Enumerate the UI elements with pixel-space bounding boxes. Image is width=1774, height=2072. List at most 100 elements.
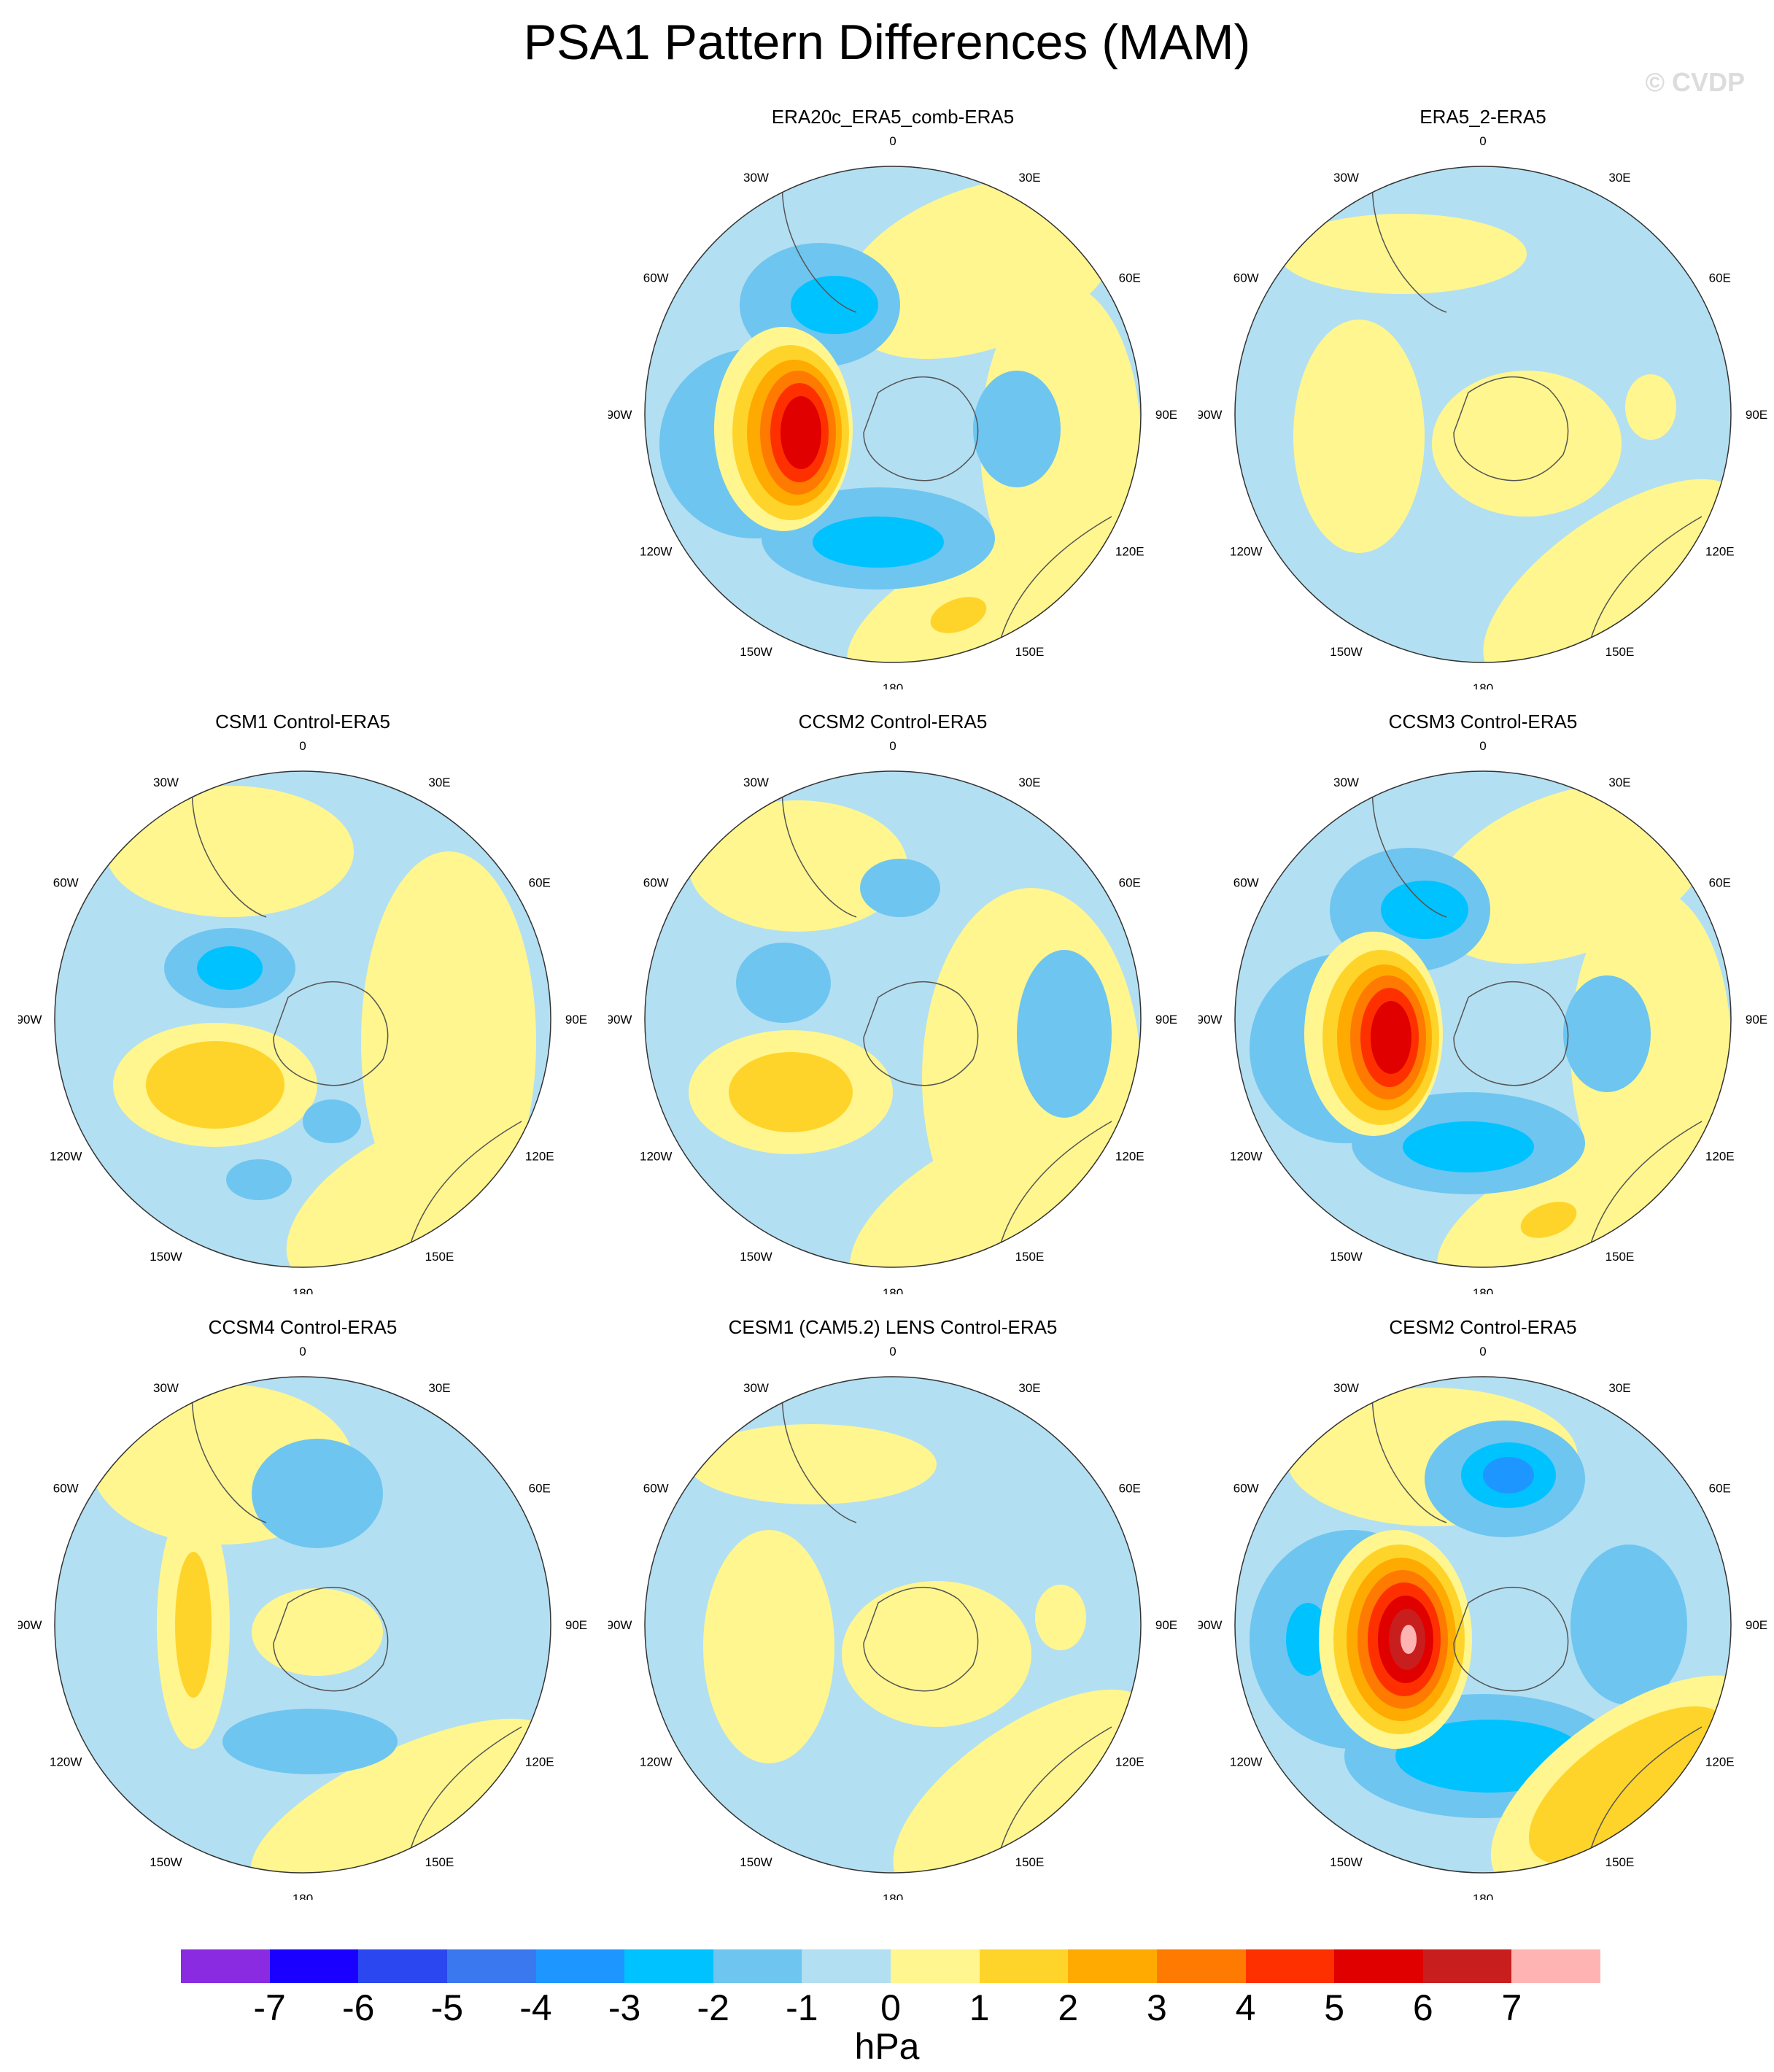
longitude-label: 60E [529,876,551,890]
antarctica-outline [1453,376,1569,482]
map-boundary [1234,166,1732,663]
longitude-label: 0 [889,739,896,753]
longitude-label: 120W [1230,1755,1262,1769]
south-america-outline [1371,771,1447,918]
colorbar-labels: -7 -6 -5 -4 -3 -2 -1 0 1 2 3 4 5 6 7 [181,1986,1600,2030]
antarctica-outline [1453,981,1569,1086]
longitude-label: 0 [889,1345,896,1358]
south-america-outline [191,771,267,918]
antarctica-outline [863,981,979,1086]
longitude-label: 60W [53,876,79,890]
longitude-label: 180 [883,1286,903,1294]
map-field [1235,771,1731,1267]
contour-region [1035,1585,1086,1650]
south-america-outline [191,1377,267,1523]
longitude-label: 150W [1330,1855,1362,1869]
longitude-label: 30W [1333,171,1359,185]
longitude-label: 30E [1018,1381,1040,1395]
map-boundary [644,166,1142,663]
panel-title: ERA20c_ERA5_comb-ERA5 [771,106,1015,128]
longitude-label: 60E [1119,876,1141,890]
map-panel: CCSM3 Control-ERA5 0 30E 60E 90E 120E 150E 180… [1198,711,1767,1294]
longitude-label: 90W [1198,1013,1222,1027]
longitude-label: 60E [1709,271,1731,285]
map-boundary [1234,1376,1732,1874]
colorbar-label: 7 [1501,1987,1522,2028]
colorbar-label: -3 [608,1987,641,2028]
longitude-label: 150E [425,1855,454,1869]
panel-title: CCSM4 Control-ERA5 [208,1316,398,1338]
antarctica-outline [863,1587,979,1692]
longitude-label: 150E [1015,1250,1045,1264]
longitude-label: 90W [608,1013,632,1027]
contour-region [689,800,907,932]
contour-region [1625,374,1676,440]
colorbar-box [1245,1949,1335,1983]
colorbar-label: 5 [1324,1987,1345,2028]
colorbar-label: 0 [880,1987,901,2028]
colorbar-box [1511,1949,1600,1983]
map-panel: ERA5_2-ERA5 0 30E 60E 90E 120E 150E 180 150W 120… [1198,106,1767,689]
colorbar-label: -4 [519,1987,552,2028]
longitude-label: 150W [150,1855,182,1869]
longitude-label: 90W [18,1618,42,1632]
longitude-label: 120E [525,1755,554,1769]
colorbar-box [979,1949,1069,1983]
contour-region [175,1552,212,1698]
panel-title: CESM2 Control-ERA5 [1389,1316,1577,1338]
longitude-label: 150W [1330,1250,1362,1264]
contour-region [197,946,263,990]
colorbar-box [802,1949,891,1983]
south-america-outline [781,771,857,918]
map-panel: CCSM2 Control-ERA5 0 30E 60E 90E 120E 150E 180… [608,711,1177,1294]
longitude-label: 60E [1709,1482,1731,1496]
longitude-label: 30W [743,1381,769,1395]
contour-region [736,943,831,1023]
polar-map: 0 30E 60E 90E 120E 150E 180 150W 120W 90W 60W 30W [1198,739,1767,1294]
contour-region [847,514,1141,662]
contour-region [1017,950,1112,1118]
polar-map: 0 30E 60E 90E 120E 150E 180 150W 120W 90W 60W 30W [608,739,1177,1294]
map-boundary [54,770,551,1268]
contour-region [973,371,1061,487]
longitude-label: 30E [428,1381,450,1395]
longitude-label: 120W [640,545,672,559]
contour-region [250,1718,551,1873]
longitude-label: 90E [1746,408,1767,422]
longitude-label: 150W [150,1250,182,1264]
map-field [645,771,1141,1267]
panel-title: CESM1 (CAM5.2) LENS Control-ERA5 [728,1316,1058,1338]
colorbar-box [713,1949,802,1983]
map-field [55,1377,551,1873]
panel-title: CCSM3 Control-ERA5 [1388,711,1578,732]
longitude-label: 180 [883,1892,903,1900]
longitude-label: 120W [1230,1150,1262,1164]
longitude-label: 90E [1155,408,1177,422]
map-panel: ERA20c_ERA5_comb-ERA5 0 30E 60E 90E 120E 150E… [608,106,1177,689]
longitude-label: 120E [1705,545,1735,559]
contour-region [1279,214,1527,294]
map-boundary [644,770,1142,1268]
map-panel: CSM1 Control-ERA5 0 30E 60E 90E 120E 150E 180 1… [18,711,587,1294]
polar-map: 0 30E 60E 90E 120E 150E 180 150W 120W 90W 60W 30W [18,739,587,1294]
longitude-label: 90W [18,1013,42,1027]
contour-region [286,1114,524,1267]
longitude-label: 150E [1605,1250,1635,1264]
longitude-label: 120E [1705,1755,1735,1769]
longitude-label: 180 [293,1286,313,1294]
colorbar-unit: hPa [854,2026,920,2067]
longitude-label: 180 [1473,1286,1493,1294]
contour-region [842,1581,1031,1727]
longitude-label: 90W [1198,408,1222,422]
longitude-label: 30E [428,776,450,789]
map-panel: CCSM4 Control-ERA5 0 30E 60E 90E 120E 150E 180… [18,1316,587,1900]
contour-region [1528,1706,1730,1865]
longitude-label: 180 [293,1892,313,1900]
contour-region [222,1709,398,1774]
colorbar-box [1156,1949,1246,1983]
longitude-label: 30W [743,776,769,789]
longitude-label: 90W [1198,1618,1222,1632]
south-america-outline [1371,166,1447,313]
credit-watermark: © CVDP [1645,67,1745,97]
colorbar-label: -2 [697,1987,729,2028]
